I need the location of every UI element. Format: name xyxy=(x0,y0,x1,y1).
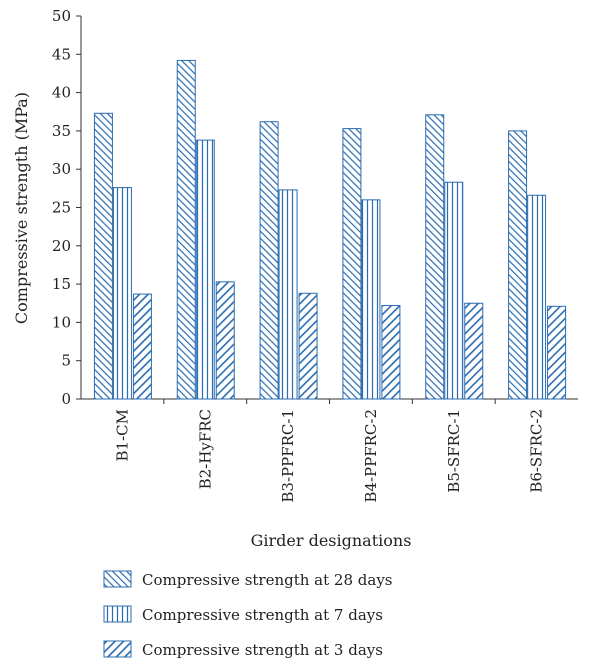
legend-swatch xyxy=(103,640,132,658)
y-tick-label: 25 xyxy=(52,199,71,217)
bar xyxy=(381,305,401,400)
bar xyxy=(132,293,152,400)
bar xyxy=(464,302,484,400)
legend-label: Compressive strength at 28 days xyxy=(142,571,393,589)
y-tick-label: 45 xyxy=(52,45,71,63)
y-tick-label: 30 xyxy=(52,160,71,178)
y-tick-label: 50 xyxy=(52,7,71,25)
bar xyxy=(278,189,298,400)
x-tick-label: B6-SFRC-2 xyxy=(528,409,546,493)
legend-swatch xyxy=(103,605,132,623)
bar xyxy=(361,199,381,400)
x-tick-label: B3-PPFRC-1 xyxy=(279,409,297,503)
y-tick-label: 35 xyxy=(52,122,71,140)
bar xyxy=(259,121,279,400)
y-tick-label: 15 xyxy=(52,275,71,293)
bar xyxy=(195,139,215,400)
bar xyxy=(93,112,113,400)
legend-label: Compressive strength at 7 days xyxy=(142,606,383,624)
bar xyxy=(342,128,362,400)
legend-swatch xyxy=(103,570,132,588)
bar xyxy=(298,292,318,400)
legend-label: Compressive strength at 3 days xyxy=(142,641,383,659)
bar xyxy=(508,130,528,400)
bar xyxy=(547,305,567,400)
legend: Compressive strength at 28 days Compressi… xyxy=(103,570,393,659)
y-tick-label: 40 xyxy=(52,84,71,102)
x-axis-title: Girder designations xyxy=(251,531,412,550)
bar xyxy=(215,281,235,400)
x-tick-label: B2-HyFRC xyxy=(196,409,214,489)
x-tick-label: B1-CM xyxy=(113,409,131,461)
bar xyxy=(527,194,547,400)
plot-area: 0 5 10 15 20 25 30 35 40 45 50 B1-CM B2-HyFRC B3-PPFR… xyxy=(52,7,578,503)
x-tick-label: B5-SFRC-1 xyxy=(445,409,463,493)
bar xyxy=(112,187,132,400)
bar xyxy=(176,59,196,400)
y-tick-label: 20 xyxy=(52,237,71,255)
bar xyxy=(444,181,464,400)
y-tick-label: 10 xyxy=(52,313,71,331)
y-tick-label: 5 xyxy=(61,352,71,370)
bar xyxy=(425,114,445,400)
x-tick-label: B4-PPFRC-2 xyxy=(362,409,380,503)
y-tick-label: 0 xyxy=(61,390,71,408)
y-axis-title: Compressive strength (MPa) xyxy=(12,92,31,324)
